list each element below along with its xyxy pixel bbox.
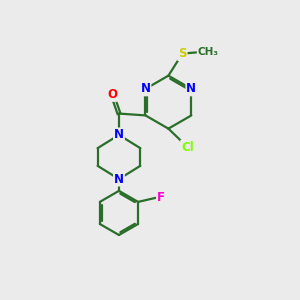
- Text: CH₃: CH₃: [198, 47, 219, 57]
- Text: N: N: [140, 82, 151, 95]
- Text: N: N: [186, 82, 197, 95]
- Text: Cl: Cl: [181, 141, 194, 154]
- Text: S: S: [178, 47, 187, 60]
- Text: O: O: [107, 88, 117, 101]
- Text: N: N: [114, 128, 124, 141]
- Text: N: N: [114, 172, 124, 186]
- Text: F: F: [157, 191, 165, 204]
